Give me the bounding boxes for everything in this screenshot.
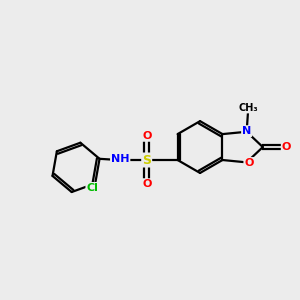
Text: O: O — [142, 179, 152, 189]
Text: O: O — [244, 158, 254, 168]
Text: O: O — [282, 142, 291, 152]
Text: CH₃: CH₃ — [238, 103, 258, 112]
Text: S: S — [142, 154, 151, 166]
Text: Cl: Cl — [86, 183, 98, 193]
Text: NH: NH — [111, 154, 129, 164]
Text: O: O — [142, 131, 152, 141]
Text: N: N — [242, 126, 251, 136]
